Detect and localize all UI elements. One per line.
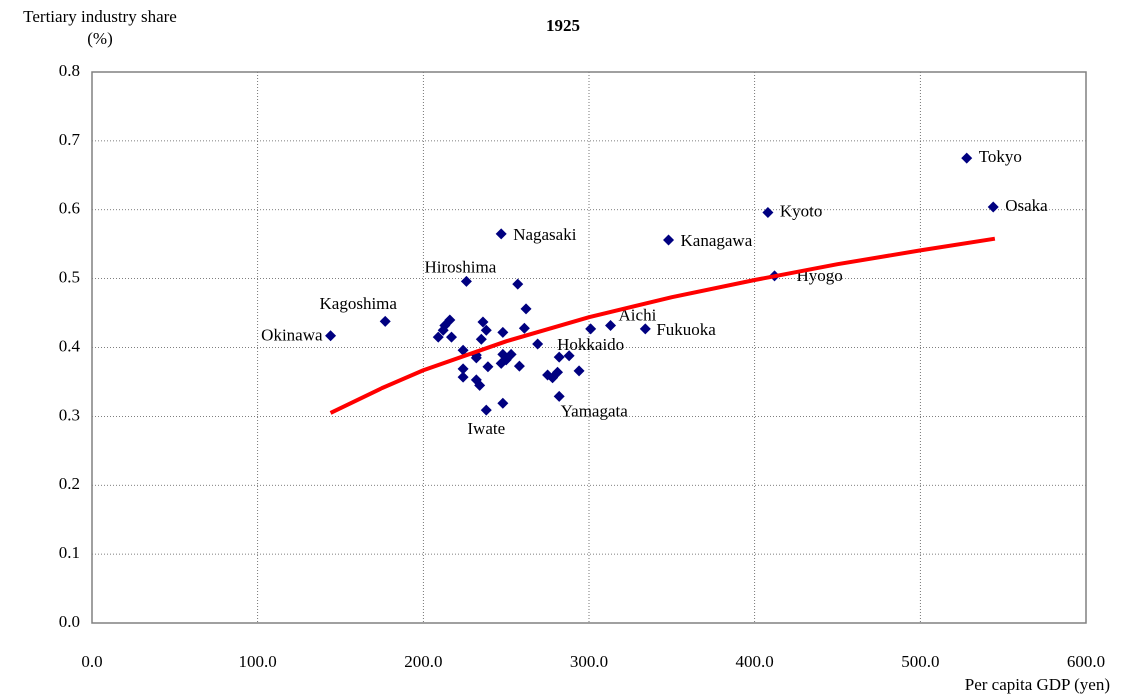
point: [573, 365, 585, 377]
x-tick-label: 300.0: [570, 652, 608, 671]
point: [497, 397, 509, 409]
point: [518, 322, 530, 334]
x-axis-label: Per capita GDP (yen): [965, 675, 1110, 694]
y-tick-label: 0.0: [59, 612, 80, 631]
point: [445, 331, 457, 343]
point: [474, 379, 486, 391]
x-tick-label: 100.0: [239, 652, 277, 671]
point: [477, 316, 489, 328]
point: [460, 275, 472, 287]
point-label: Hiroshima: [425, 257, 497, 276]
point-label: Osaka: [1005, 196, 1048, 215]
chart-title: 1925: [546, 16, 580, 35]
point: [482, 361, 494, 373]
point-label: Fukuoka: [656, 320, 716, 339]
point: [563, 350, 575, 362]
point-label: Nagasaki: [513, 225, 577, 244]
point: [532, 338, 544, 350]
point: [497, 326, 509, 338]
point-label: Iwate: [467, 419, 505, 438]
point-label: Yamagata: [561, 401, 629, 420]
y-tick-label: 0.6: [59, 199, 80, 218]
point: [457, 371, 469, 383]
y-tick-label: 0.3: [59, 405, 80, 424]
point: [457, 344, 469, 356]
point-label: Kagoshima: [320, 294, 398, 313]
point-label: Hokkaido: [557, 335, 624, 354]
point: [379, 315, 391, 327]
point: [444, 314, 456, 326]
plot-frame: [91, 71, 1087, 624]
point: [961, 152, 973, 164]
x-tick-label: 600.0: [1067, 652, 1105, 671]
x-tick-label: 500.0: [901, 652, 939, 671]
point: [325, 330, 337, 342]
point: [553, 351, 565, 363]
point: [987, 201, 999, 213]
y-tick-label: 0.7: [59, 130, 81, 149]
point-label: Kyoto: [780, 201, 823, 220]
point: [437, 324, 449, 336]
point: [480, 324, 492, 336]
point-label: Tokyo: [979, 147, 1022, 166]
point: [605, 319, 617, 331]
point: [520, 303, 532, 315]
y-tick-label: 0.8: [59, 61, 80, 80]
point-label: Kanagawa: [681, 231, 753, 250]
point: [663, 234, 675, 246]
point: [500, 354, 512, 366]
point-label: Okinawa: [261, 326, 323, 345]
x-tick-label: 200.0: [404, 652, 442, 671]
point-label: Aichi: [619, 305, 657, 324]
point: [480, 404, 492, 416]
point: [512, 278, 524, 290]
point: [495, 228, 507, 240]
point: [553, 390, 565, 402]
point: [762, 207, 774, 219]
point: [457, 363, 469, 375]
y-tick-label: 0.1: [59, 543, 80, 562]
y-tick-label: 0.5: [59, 268, 80, 287]
x-tick-label: 0.0: [81, 652, 102, 671]
point: [432, 331, 444, 343]
point: [470, 352, 482, 364]
point: [475, 333, 487, 345]
point: [552, 366, 564, 378]
point: [639, 323, 651, 335]
point: [513, 360, 525, 372]
x-tick-label: 400.0: [736, 652, 774, 671]
y-tick-label: 0.2: [59, 474, 80, 493]
point: [585, 323, 597, 335]
y-tick-label: 0.4: [59, 336, 81, 355]
fit-curve: [329, 236, 996, 415]
y-axis-label: Tertiary industry share (%): [23, 7, 177, 48]
